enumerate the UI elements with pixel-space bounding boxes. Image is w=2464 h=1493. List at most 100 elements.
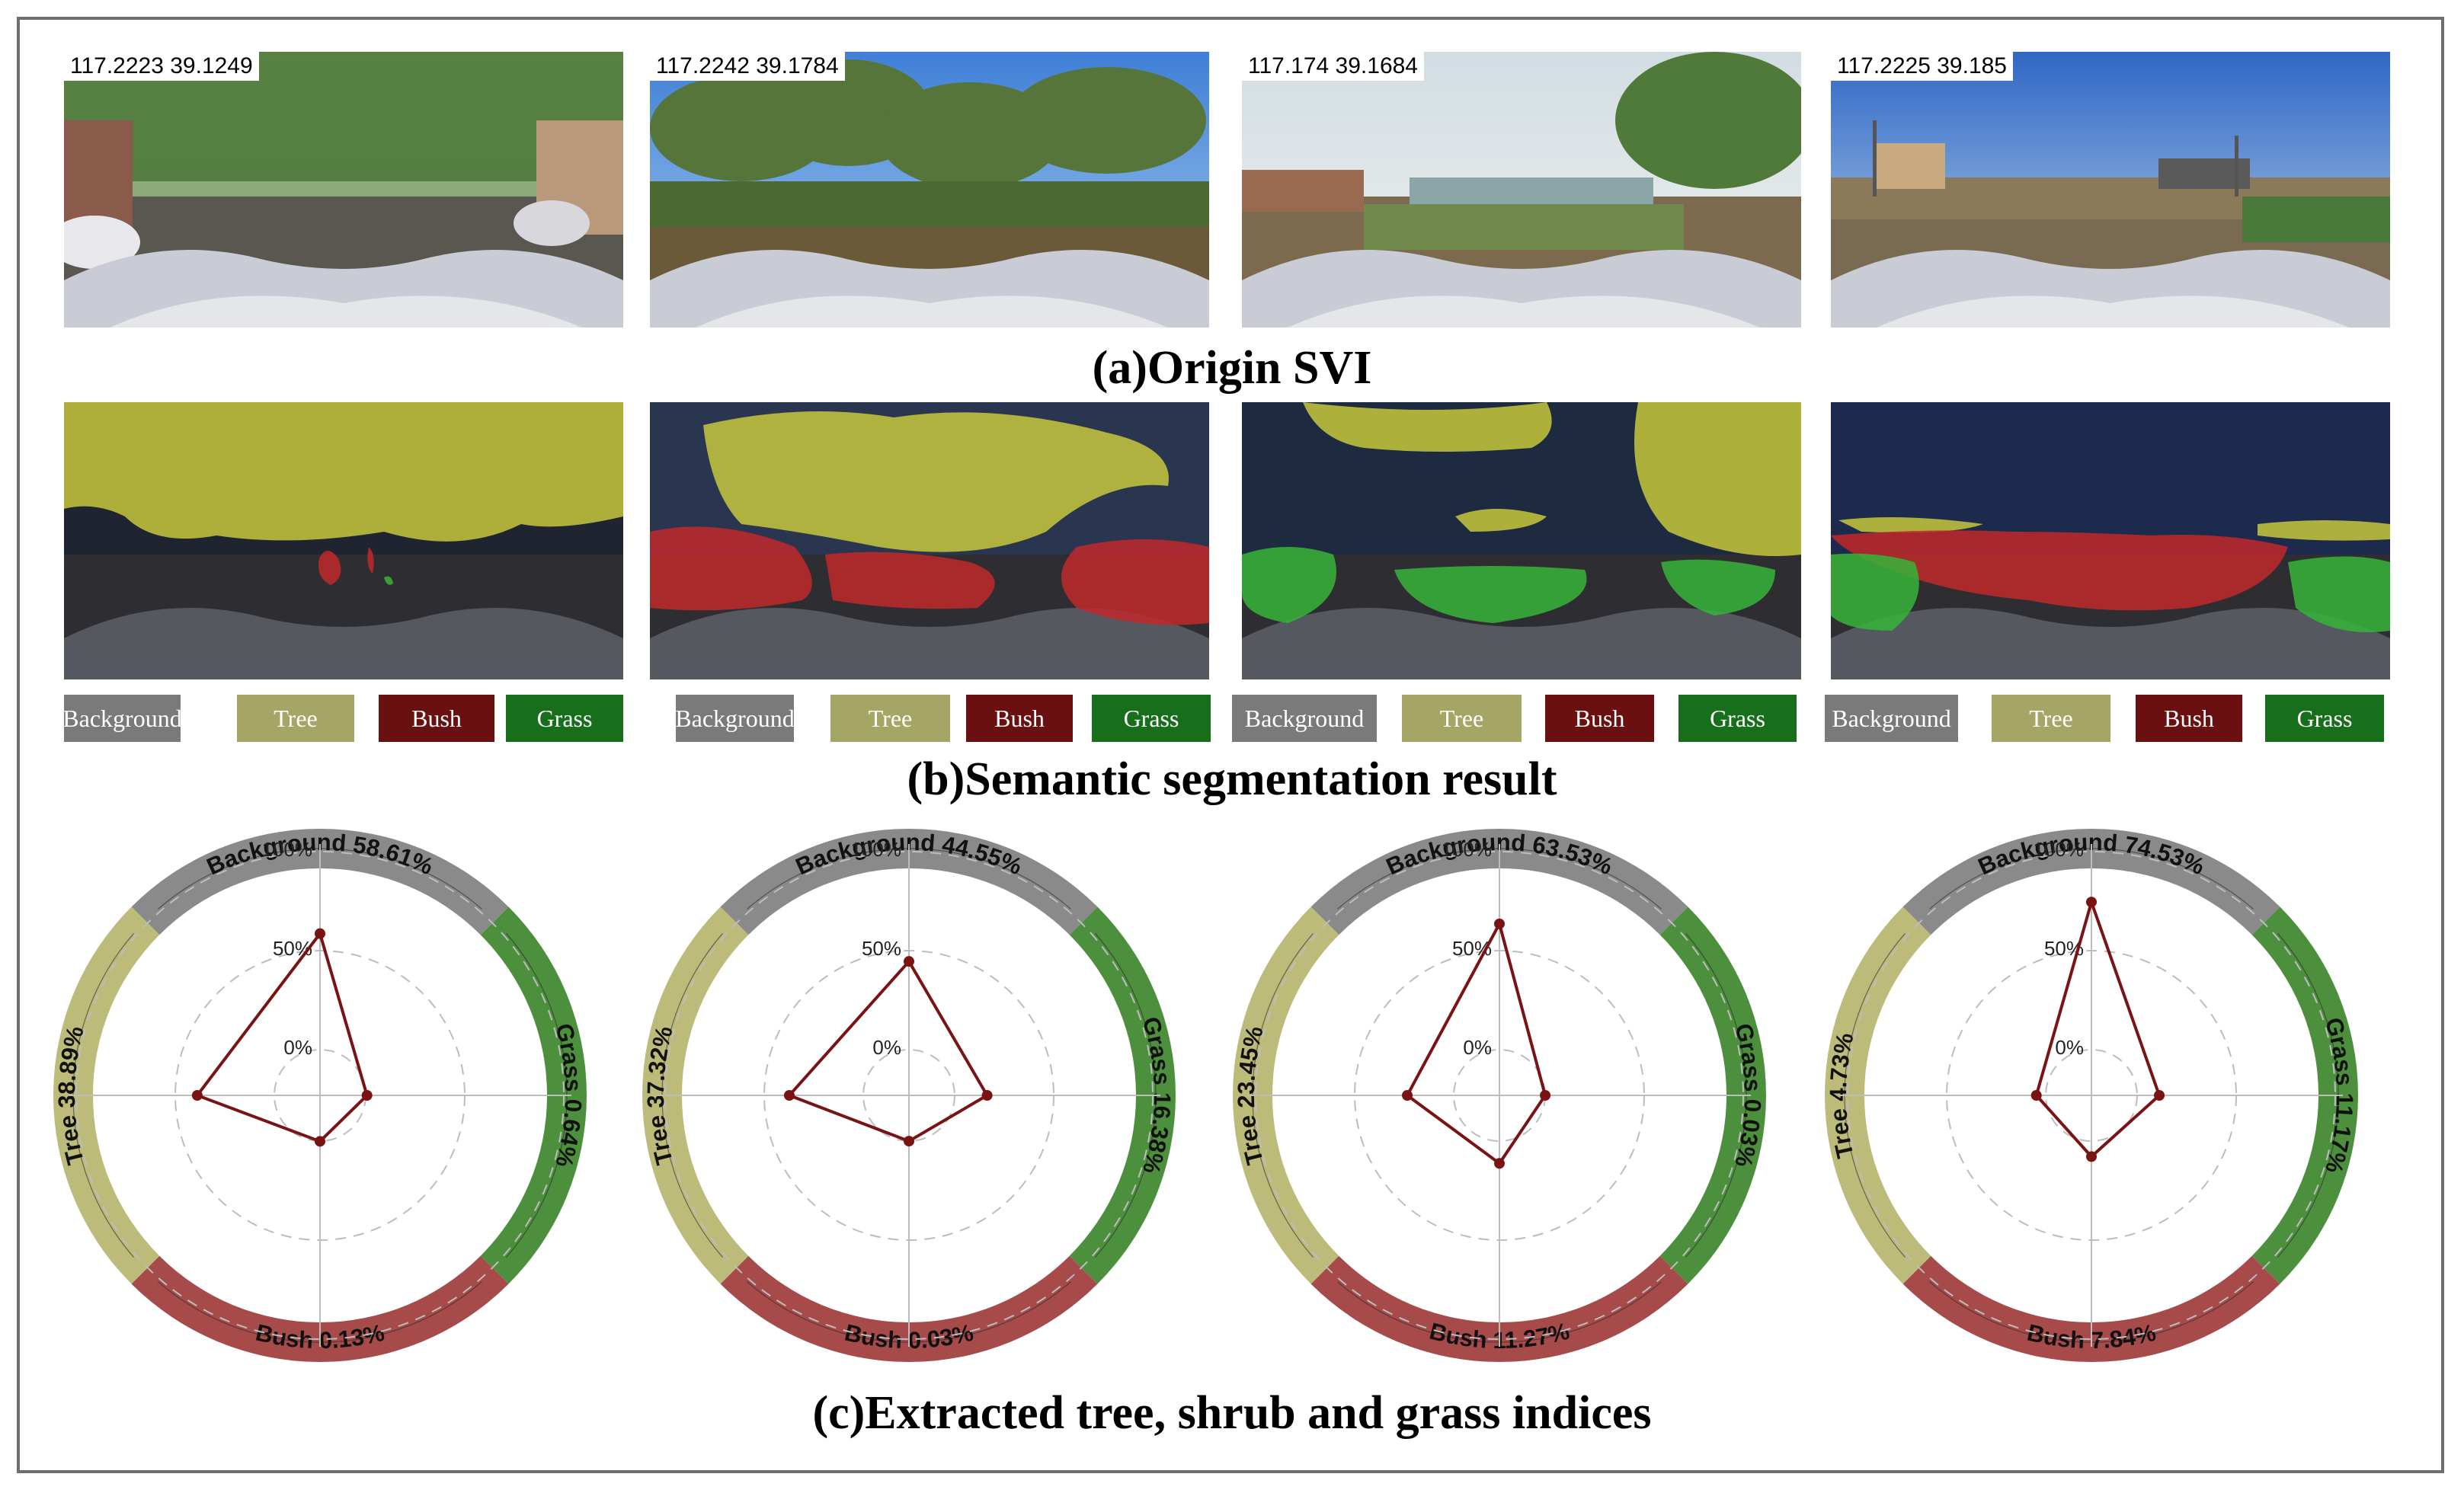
ring-sector-grass bbox=[1069, 906, 1176, 1284]
legend-background: Background bbox=[1825, 695, 1958, 742]
legend-bush: Bush bbox=[966, 695, 1073, 742]
segment-tree bbox=[2258, 520, 2390, 541]
segment-bush bbox=[650, 526, 812, 611]
segmentation-image-4 bbox=[1831, 402, 2390, 679]
data-point-bush bbox=[904, 1136, 914, 1147]
segment-grass bbox=[1242, 547, 1336, 623]
legend-grass: Grass bbox=[2265, 695, 2384, 742]
ring-sector-bush bbox=[1902, 1255, 2280, 1362]
data-point-bush bbox=[1494, 1158, 1505, 1169]
data-point-background bbox=[904, 956, 914, 967]
radial-tick-label: 100% bbox=[262, 838, 313, 861]
segment-grass bbox=[1831, 553, 1919, 631]
segment-grass bbox=[1661, 559, 1775, 615]
legend-tree: Tree bbox=[1402, 695, 1522, 742]
ring-sector-background bbox=[720, 829, 1098, 935]
legend-grass: Grass bbox=[1092, 695, 1211, 742]
street-view-image-3: 117.174 39.1684 bbox=[1242, 52, 1801, 328]
coordinate-label: 117.2242 39.1784 bbox=[650, 52, 845, 81]
ring-sector-background bbox=[1902, 829, 2280, 935]
coordinate-label: 117.2225 39.185 bbox=[1831, 52, 2013, 81]
segmentation-image-2 bbox=[650, 402, 1209, 679]
segment-tree bbox=[703, 411, 1169, 552]
radial-tick-label: 50% bbox=[862, 937, 901, 960]
ring-sector-tree bbox=[642, 906, 749, 1284]
panorama-scene bbox=[64, 52, 623, 328]
segment-background bbox=[1242, 608, 1801, 679]
coordinate-label: 117.174 39.1684 bbox=[1242, 52, 1424, 81]
data-point-tree bbox=[1402, 1090, 1413, 1101]
street-view-image-1: 117.2223 39.1249 bbox=[64, 52, 623, 328]
ring-sector-grass bbox=[1659, 906, 1766, 1284]
ring-sector-grass bbox=[480, 906, 587, 1284]
radial-tick-label: 0% bbox=[1463, 1036, 1492, 1059]
segment-tree bbox=[64, 402, 623, 542]
ring-sector-grass bbox=[2251, 906, 2358, 1284]
segment-bush bbox=[1831, 530, 2288, 611]
ring-sector-bush bbox=[720, 1255, 1098, 1362]
radar-chart-1: Background 58.61%Grass 0.64%Bush 0.13%Tr… bbox=[53, 829, 587, 1362]
data-point-background bbox=[2086, 897, 2097, 908]
data-point-bush bbox=[315, 1136, 325, 1147]
radar-chart-4: Background 74.53%Grass 11.17%Bush 7.84%T… bbox=[1825, 829, 2358, 1362]
segment-tree bbox=[1455, 509, 1547, 532]
segment-tree bbox=[1303, 402, 1552, 452]
caption-indices: (c)Extracted tree, shrub and grass indic… bbox=[812, 1387, 1652, 1439]
segment-background bbox=[64, 608, 623, 679]
panorama-scene bbox=[1831, 52, 2390, 328]
segment-grass bbox=[2288, 556, 2390, 632]
segment-bush bbox=[318, 551, 341, 585]
data-point-grass bbox=[361, 1090, 373, 1101]
legend-background: Background bbox=[1232, 695, 1377, 742]
ring-sector-bush bbox=[131, 1255, 509, 1362]
data-point-background bbox=[1494, 918, 1505, 929]
caption-origin-svi: (a)Origin SVI bbox=[1092, 342, 1372, 394]
ring-sector-background bbox=[131, 829, 509, 935]
radar-chart-2: Background 44.55%Grass 16.38%Bush 0.03%T… bbox=[642, 829, 1176, 1362]
segment-tree bbox=[1634, 402, 1801, 556]
ring-sector-background bbox=[1310, 829, 1688, 935]
street-view-image-4: 117.2225 39.185 bbox=[1831, 52, 2390, 328]
radial-tick-label: 100% bbox=[2034, 838, 2085, 861]
ring-sector-tree bbox=[1233, 906, 1339, 1284]
legend-tree: Tree bbox=[830, 695, 950, 742]
segment-bush bbox=[1061, 539, 1209, 625]
segment-grass bbox=[384, 576, 393, 585]
segmentation-image-3 bbox=[1242, 402, 1801, 679]
legend-grass: Grass bbox=[1678, 695, 1797, 742]
data-polygon bbox=[194, 930, 369, 1143]
data-point-grass bbox=[2154, 1090, 2165, 1101]
segment-bush bbox=[367, 547, 374, 574]
legend-bush: Bush bbox=[1545, 695, 1654, 742]
street-view-image-2: 117.2242 39.1784 bbox=[650, 52, 1209, 328]
legend-background: Background bbox=[675, 695, 795, 742]
data-point-tree bbox=[783, 1090, 795, 1101]
segment-grass bbox=[1394, 566, 1587, 623]
coordinate-label: 117.2223 39.1249 bbox=[64, 52, 259, 81]
data-point-grass bbox=[981, 1090, 993, 1101]
radial-tick-label: 100% bbox=[851, 838, 902, 861]
legend-background: Background bbox=[62, 695, 182, 742]
figure-frame bbox=[17, 17, 2444, 1473]
legend-grass: Grass bbox=[506, 695, 623, 742]
legend-bush: Bush bbox=[379, 695, 494, 742]
ring-sector-bush bbox=[1310, 1255, 1688, 1362]
segment-background bbox=[1831, 608, 2390, 679]
ring-sector-tree bbox=[53, 906, 160, 1284]
segment-background bbox=[650, 608, 1209, 679]
radial-tick-label: 50% bbox=[273, 937, 312, 960]
legend-bush: Bush bbox=[2136, 695, 2242, 742]
data-point-grass bbox=[1540, 1090, 1551, 1101]
radial-tick-label: 0% bbox=[872, 1036, 901, 1059]
data-point-bush bbox=[2086, 1151, 2097, 1162]
legend-tree: Tree bbox=[1992, 695, 2110, 742]
legend-tree: Tree bbox=[237, 695, 354, 742]
ring-sector-tree bbox=[1825, 906, 1931, 1284]
panorama-scene bbox=[1242, 52, 1801, 328]
radial-tick-label: 100% bbox=[1442, 838, 1493, 861]
radial-tick-label: 0% bbox=[2055, 1036, 2084, 1059]
data-point-tree bbox=[191, 1090, 203, 1101]
segmentation-image-1 bbox=[64, 402, 623, 679]
caption-segmentation: (b)Semantic segmentation result bbox=[907, 753, 1557, 805]
radial-tick-label: 0% bbox=[283, 1036, 312, 1059]
